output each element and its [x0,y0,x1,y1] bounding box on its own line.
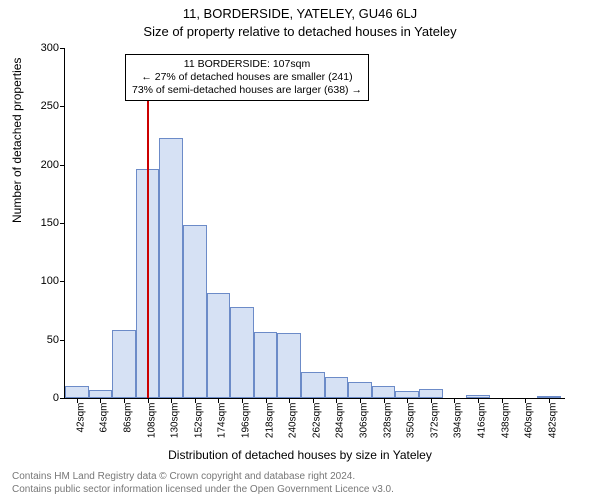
x-tick-label: 174sqm [217,403,228,439]
y-tick-mark [60,340,65,341]
annotation-box: 11 BORDERSIDE: 107sqm← 27% of detached h… [125,54,369,101]
y-tick-mark [60,223,65,224]
y-tick-label: 150 [25,217,59,229]
x-tick-label: 328sqm [382,403,393,439]
histogram-bar [230,307,254,398]
annotation-line: 11 BORDERSIDE: 107sqm [132,58,362,71]
y-tick-mark [60,398,65,399]
histogram-bar [65,386,89,398]
x-tick-label: 42sqm [75,403,86,433]
supertitle: 11, BORDERSIDE, YATELEY, GU46 6LJ [0,6,600,21]
x-tick-label: 416sqm [477,403,488,439]
histogram-bar [419,389,443,398]
y-tick-label: 0 [25,392,59,404]
x-tick-label: 262sqm [311,403,322,439]
y-tick-mark [60,165,65,166]
annotation-line: ← 27% of detached houses are smaller (24… [132,71,362,84]
histogram-bar [159,138,183,398]
footer-line-1: Contains HM Land Registry data © Crown c… [12,471,394,484]
x-axis-label: Distribution of detached houses by size … [0,448,600,462]
footer-line-2: Contains public sector information licen… [12,484,394,497]
x-tick-label: 108sqm [146,403,157,439]
y-axis-label: Number of detached properties [10,58,24,223]
x-tick-label: 86sqm [123,403,134,433]
x-tick-label: 306sqm [359,403,370,439]
x-tick-label: 372sqm [429,403,440,439]
chart-title: Size of property relative to detached ho… [0,24,600,39]
histogram-bar [89,390,113,398]
x-tick-label: 482sqm [547,403,558,439]
y-tick-label: 300 [25,42,59,54]
annotation-line: 73% of semi-detached houses are larger (… [132,84,362,97]
x-tick-label: 196sqm [241,403,252,439]
x-tick-label: 64sqm [99,403,110,433]
histogram-bar [277,333,301,398]
y-tick-mark [60,48,65,49]
x-tick-label: 130sqm [170,403,181,439]
histogram-bar [254,332,278,399]
histogram-bar [183,225,207,398]
x-tick-label: 394sqm [453,403,464,439]
x-tick-label: 284sqm [335,403,346,439]
reference-line [147,66,149,399]
histogram-bar [372,386,396,398]
x-tick-label: 152sqm [193,403,204,439]
histogram-bar [395,391,419,398]
footer-attribution: Contains HM Land Registry data © Crown c… [12,471,394,496]
x-tick-label: 240sqm [288,403,299,439]
y-tick-label: 50 [25,334,59,346]
y-tick-label: 100 [25,275,59,287]
y-tick-label: 200 [25,159,59,171]
histogram-bar [301,372,325,398]
histogram-bar [325,377,349,398]
y-tick-label: 250 [25,100,59,112]
histogram-bar [207,293,231,398]
y-tick-mark [60,281,65,282]
histogram-bar [348,382,372,398]
chart-plot-area: 05010015020025030042sqm64sqm86sqm108sqm1… [64,48,565,399]
x-tick-label: 438sqm [500,403,511,439]
x-tick-label: 460sqm [524,403,535,439]
x-tick-label: 350sqm [406,403,417,439]
y-tick-mark [60,106,65,107]
histogram-bar [112,330,136,398]
x-tick-label: 218sqm [264,403,275,439]
